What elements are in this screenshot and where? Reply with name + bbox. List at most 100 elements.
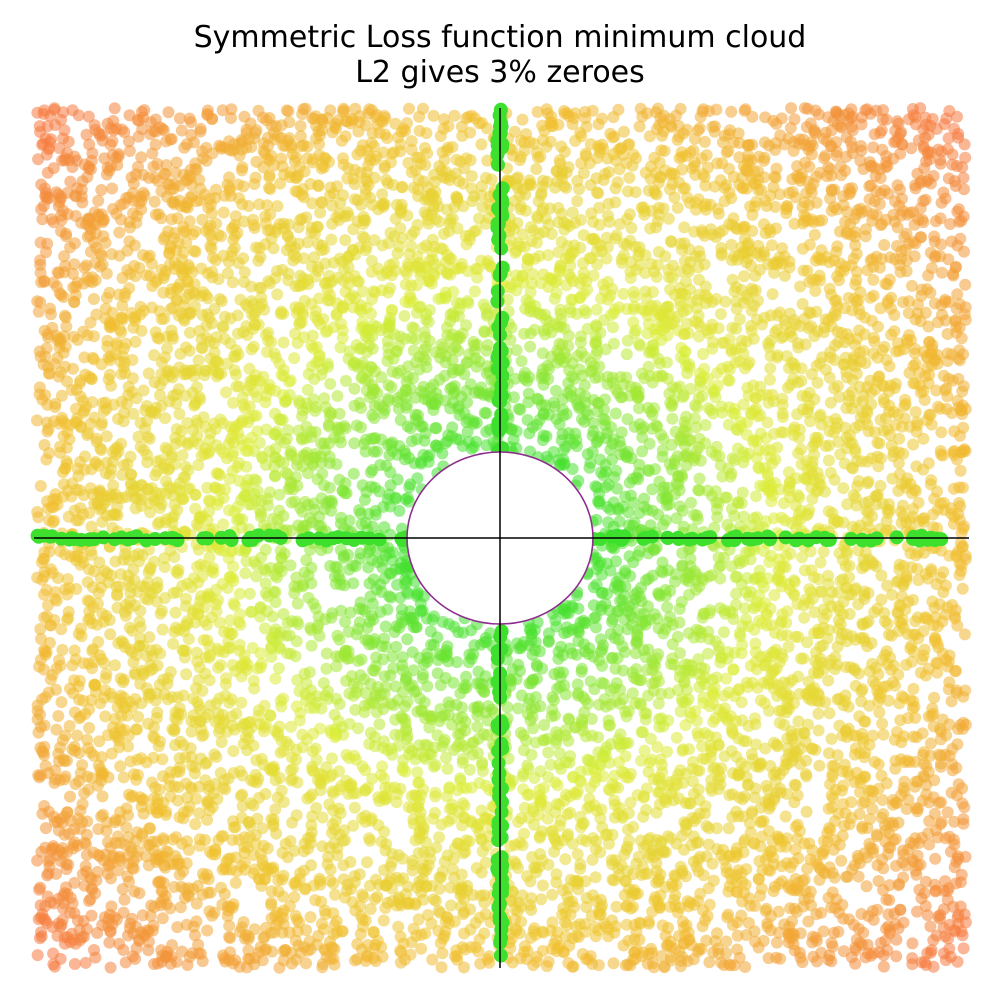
cloud-point bbox=[92, 823, 105, 836]
cloud-point bbox=[377, 914, 390, 927]
cloud-point bbox=[564, 306, 577, 319]
cloud-point bbox=[586, 853, 599, 866]
cloud-point bbox=[274, 414, 287, 427]
cloud-point bbox=[678, 221, 691, 234]
cloud-point bbox=[127, 768, 140, 781]
cloud-point bbox=[78, 787, 91, 800]
cloud-point bbox=[515, 915, 527, 928]
cloud-point bbox=[475, 804, 488, 817]
cloud-point bbox=[339, 615, 351, 628]
cloud-point bbox=[72, 627, 85, 640]
cloud-point bbox=[327, 877, 340, 890]
cloud-point bbox=[549, 776, 562, 789]
cloud-point bbox=[785, 102, 798, 115]
cloud-point bbox=[457, 177, 470, 190]
cloud-point bbox=[606, 873, 619, 886]
cloud-point bbox=[924, 920, 937, 933]
cloud-point bbox=[768, 589, 781, 602]
cloud-point bbox=[394, 145, 407, 158]
cloud-point bbox=[911, 563, 924, 575]
cloud-point bbox=[330, 660, 343, 673]
cloud-point bbox=[808, 606, 821, 619]
cloud-point bbox=[518, 827, 530, 840]
cloud-point bbox=[936, 266, 948, 279]
cloud-point bbox=[57, 291, 70, 303]
chart-title-block: Symmetric Loss function minimum cloud L2… bbox=[0, 20, 1000, 90]
cloud-point bbox=[435, 961, 448, 974]
cloud-point bbox=[175, 124, 188, 137]
cloud-point bbox=[824, 466, 837, 479]
cloud-point bbox=[142, 944, 155, 957]
cloud-point bbox=[485, 173, 498, 186]
cloud-point bbox=[76, 798, 89, 811]
cloud-point bbox=[780, 200, 793, 213]
cloud-point bbox=[478, 406, 491, 419]
cloud-point bbox=[355, 342, 368, 355]
cloud-point bbox=[448, 109, 461, 122]
cloud-point bbox=[468, 285, 481, 298]
cloud-point bbox=[209, 254, 222, 267]
cloud-point bbox=[441, 762, 454, 775]
cloud-point bbox=[652, 697, 665, 710]
cloud-point bbox=[837, 482, 850, 495]
cloud-point bbox=[666, 618, 679, 631]
cloud-point bbox=[68, 745, 81, 757]
cloud-point bbox=[169, 606, 182, 619]
cloud-point bbox=[455, 882, 468, 895]
cloud-point bbox=[935, 426, 948, 439]
cloud-point bbox=[286, 816, 299, 829]
cloud-point bbox=[228, 219, 241, 231]
cloud-point bbox=[651, 420, 664, 433]
cloud-point bbox=[875, 569, 888, 582]
cloud-point bbox=[921, 947, 934, 960]
cloud-point bbox=[31, 854, 44, 867]
cloud-point bbox=[230, 380, 243, 393]
cloud-point bbox=[693, 122, 706, 135]
cloud-point bbox=[943, 918, 956, 931]
cloud-point bbox=[189, 818, 202, 831]
cloud-point bbox=[429, 759, 442, 771]
cloud-point bbox=[752, 294, 764, 307]
cloud-point bbox=[548, 292, 561, 305]
cloud-point bbox=[378, 159, 391, 172]
chart-subtitle: L2 gives 3% zeroes bbox=[355, 55, 645, 90]
cloud-point bbox=[478, 927, 491, 940]
cloud-point bbox=[797, 652, 810, 665]
cloud-point bbox=[643, 130, 656, 143]
cloud-point bbox=[411, 472, 424, 485]
cloud-point bbox=[79, 956, 92, 969]
cloud-point bbox=[725, 105, 738, 118]
cloud-point bbox=[99, 710, 112, 723]
cloud-point bbox=[929, 852, 942, 865]
cloud-point bbox=[924, 478, 937, 491]
cloud-point bbox=[942, 932, 955, 945]
cloud-point bbox=[141, 456, 154, 469]
cloud-point bbox=[162, 106, 175, 119]
cloud-point bbox=[189, 245, 202, 258]
cloud-point bbox=[610, 677, 623, 690]
cloud-point bbox=[551, 175, 564, 188]
cloud-point bbox=[39, 822, 52, 835]
cloud-point bbox=[935, 448, 948, 461]
cloud-point bbox=[770, 222, 782, 235]
cloud-point bbox=[84, 316, 97, 329]
cloud-point bbox=[210, 697, 223, 710]
cloud-point bbox=[941, 328, 954, 340]
cloud-point bbox=[55, 696, 68, 709]
cloud-point bbox=[613, 218, 626, 231]
cloud-point bbox=[215, 736, 228, 749]
cloud-point bbox=[674, 500, 686, 513]
cloud-point bbox=[607, 957, 620, 970]
cloud-point bbox=[31, 414, 43, 427]
cloud-point bbox=[912, 134, 925, 147]
cloud-point bbox=[896, 499, 909, 512]
cloud-point bbox=[510, 344, 523, 357]
cloud-point bbox=[844, 135, 857, 148]
cloud-point bbox=[860, 880, 873, 893]
cloud-point bbox=[573, 363, 586, 376]
cloud-point bbox=[633, 402, 645, 415]
cloud-point bbox=[132, 710, 145, 723]
cloud-point bbox=[173, 408, 186, 420]
cloud-point bbox=[768, 512, 781, 525]
